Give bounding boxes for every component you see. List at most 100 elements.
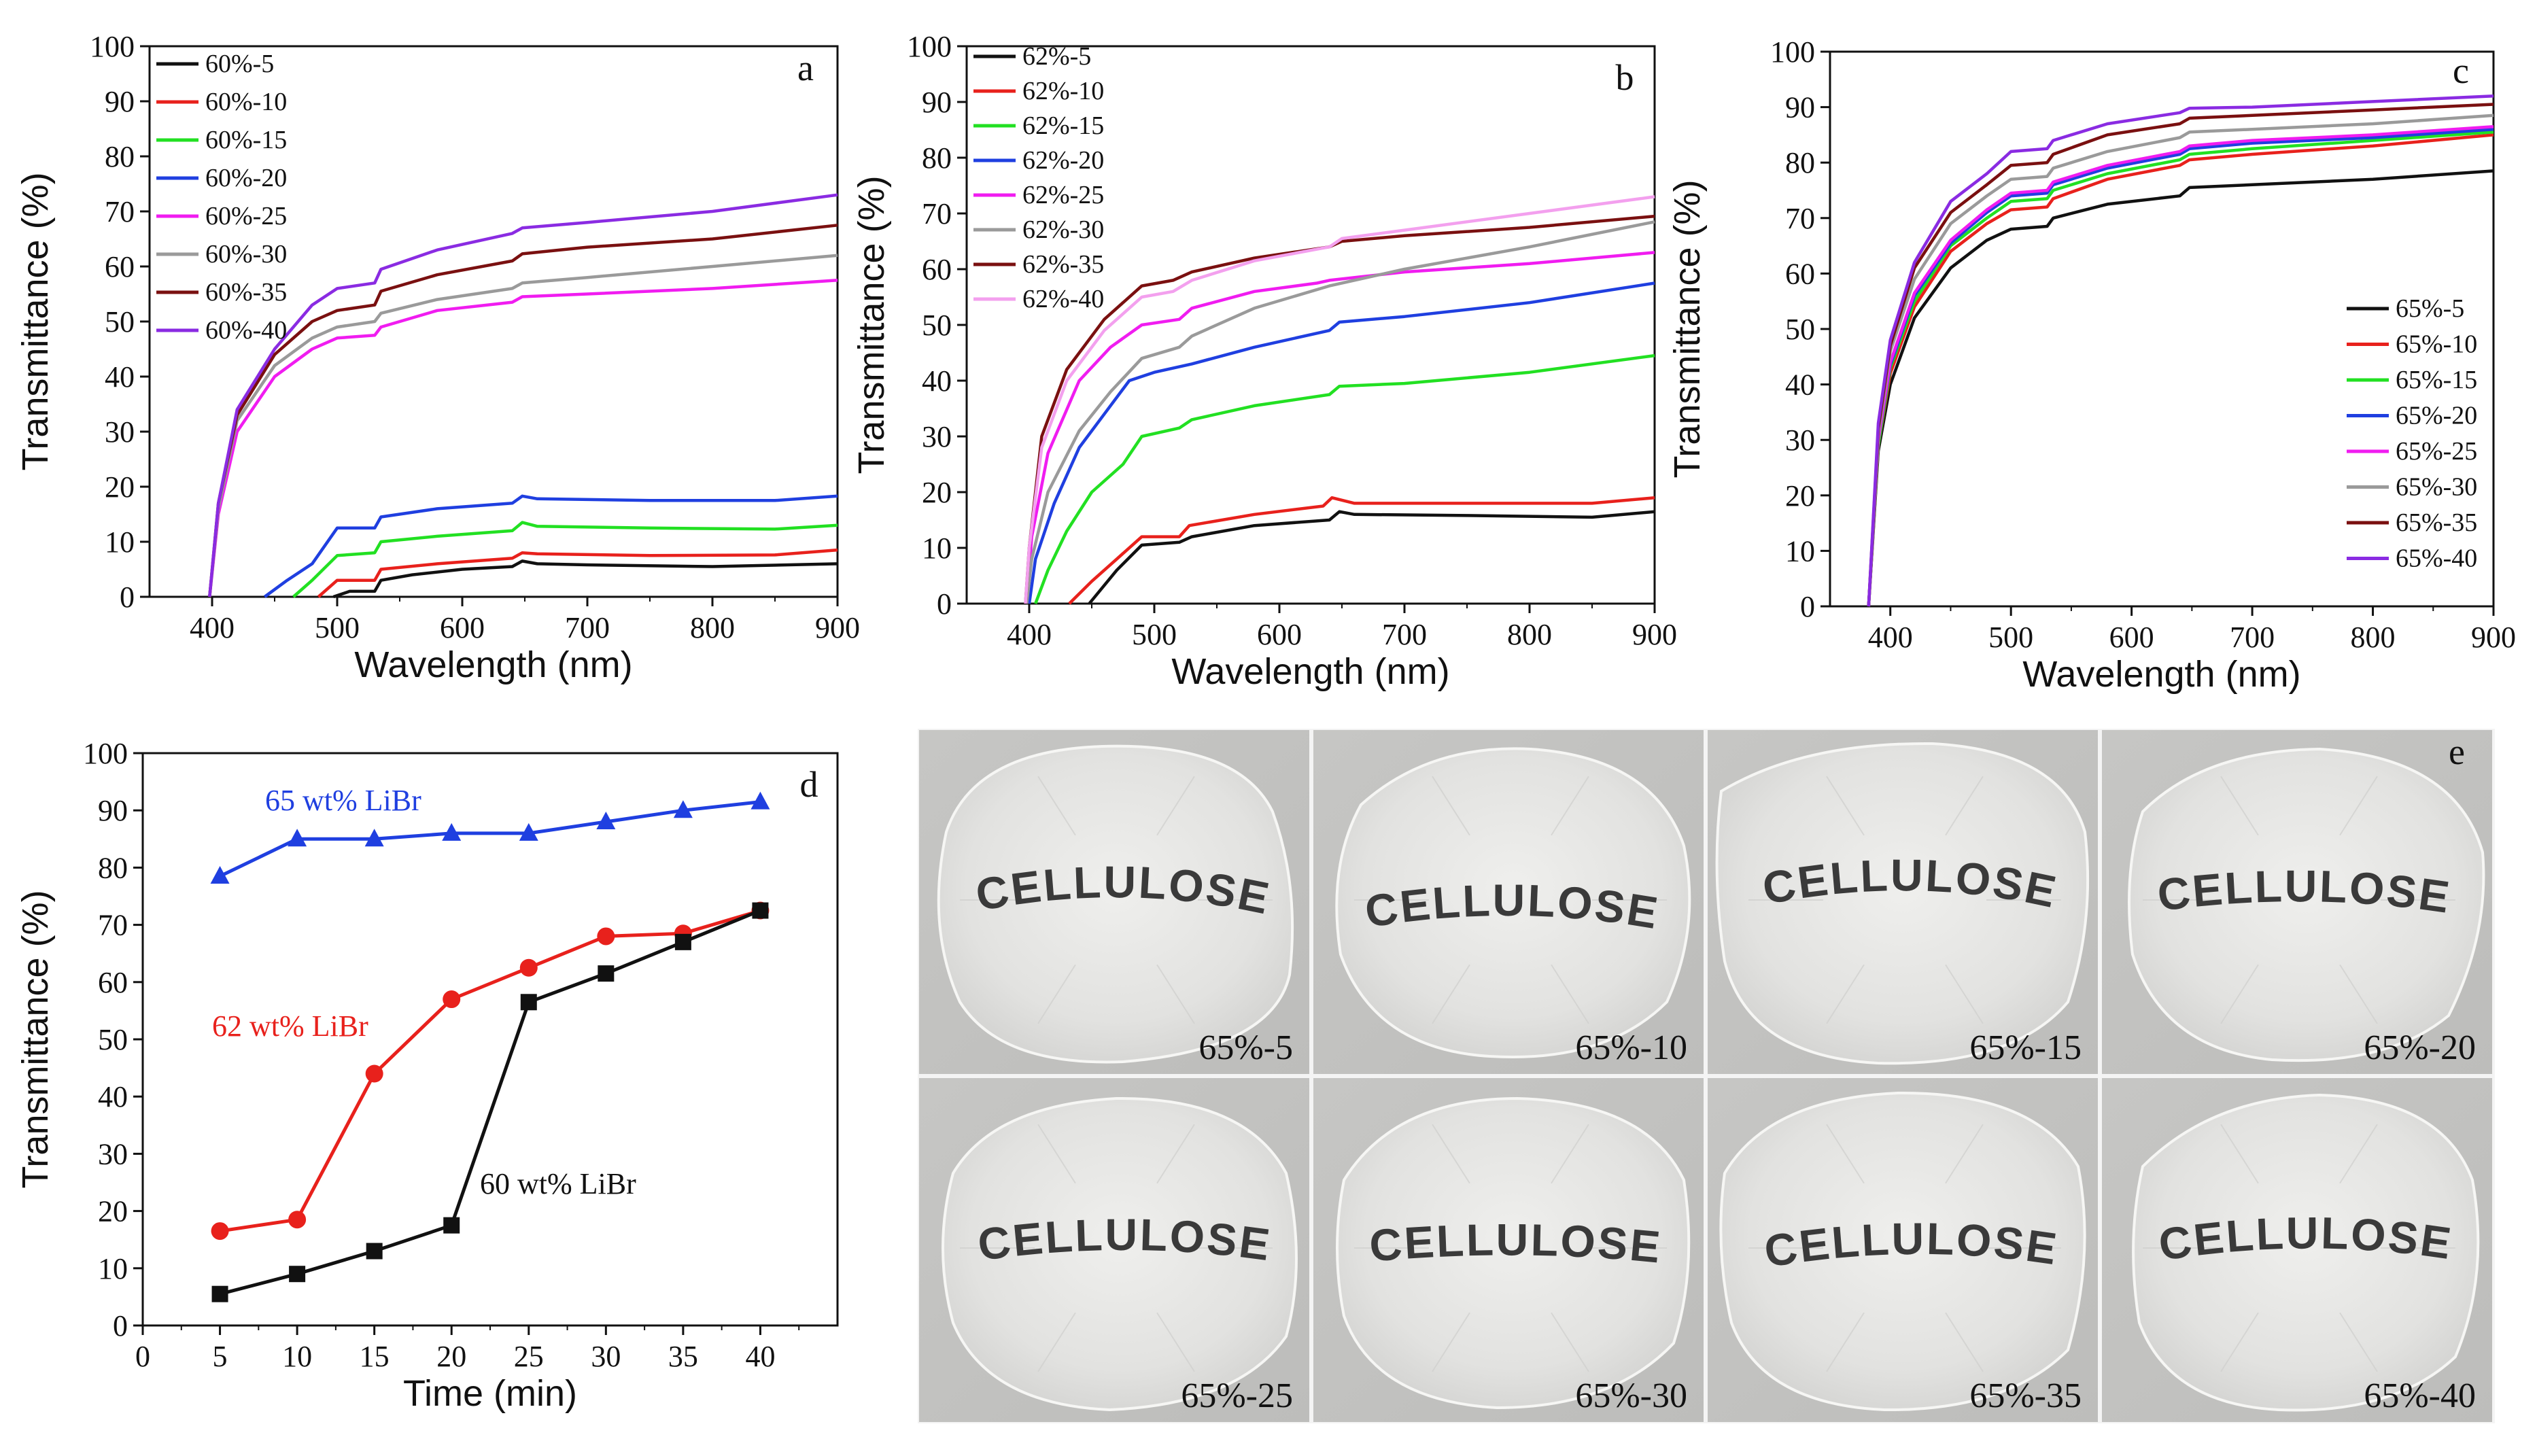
- series-line-60pct-15: [292, 521, 838, 598]
- film-wrinkle: [1037, 1312, 1076, 1372]
- legend-label: 62%-20: [1022, 146, 1104, 175]
- photo-cell: CELLULOSE 65%-30: [1313, 1078, 1704, 1422]
- legend-label: 62%-10: [1022, 77, 1104, 105]
- y-tick-label: 70: [922, 197, 952, 230]
- film-wrinkle: [1156, 1124, 1195, 1184]
- x-tick-label: 35: [668, 1340, 698, 1373]
- data-point: [673, 800, 693, 818]
- data-point: [598, 965, 615, 982]
- cellulose-film: [1715, 742, 2090, 1065]
- cellulose-text-path: CELLULOSE: [1368, 1214, 1663, 1272]
- photo-cell-label: 65%-15: [1969, 1028, 2082, 1067]
- series-line-60pct-35: [208, 224, 838, 597]
- series-line-65pct-30: [1867, 114, 2494, 607]
- y-tick-label: 30: [922, 420, 952, 453]
- y-tick-label: 100: [83, 737, 128, 770]
- y-tick-label: 0: [1800, 590, 1815, 623]
- y-tick-label: 10: [1785, 534, 1815, 568]
- y-tick-label: 100: [907, 30, 952, 63]
- film-wrinkle: [1432, 964, 1470, 1024]
- film-wrinkle: [2339, 776, 2378, 836]
- film-wrinkle: [1432, 776, 1470, 836]
- data-point: [210, 866, 230, 884]
- x-tick-label: 600: [440, 611, 485, 644]
- y-tick-label: 20: [98, 1195, 128, 1228]
- film-wrinkle: [1826, 776, 1865, 836]
- data-point: [674, 933, 691, 950]
- film-wrinkle: [1551, 1124, 1589, 1184]
- y-tick-label: 30: [1785, 423, 1815, 457]
- y-axis-title: Transmittance (%): [15, 890, 56, 1188]
- film-wrinkle: [1945, 1312, 1984, 1372]
- x-tick-label: 5: [213, 1340, 228, 1373]
- film-wrinkle: [2220, 776, 2259, 836]
- legend-label: 65%-15: [2396, 366, 2477, 394]
- series-line-65pct-40: [1867, 94, 2494, 607]
- film-wrinkle: [1945, 964, 1984, 1024]
- film-wrinkle: [1945, 1124, 1984, 1184]
- x-tick-label: 900: [1632, 618, 1677, 651]
- cellulose-film: [2128, 747, 2485, 1062]
- cellulose-film: [942, 1096, 1298, 1412]
- y-tick-label: 60: [1785, 257, 1815, 290]
- series-line-60pct-10: [317, 548, 838, 598]
- y-tick-label: 50: [922, 309, 952, 342]
- data-point: [597, 927, 615, 946]
- x-tick-label: 700: [1382, 618, 1427, 651]
- y-tick-label: 20: [922, 476, 952, 509]
- y-tick-label: 50: [105, 305, 135, 339]
- legend-label: 65%-35: [2396, 508, 2477, 537]
- y-tick-label: 90: [922, 86, 952, 119]
- film-wrinkle: [1826, 964, 1865, 1024]
- legend-label: 60%-15: [205, 126, 287, 154]
- y-tick-label: 0: [937, 587, 952, 621]
- series-line-62pct-15: [1034, 353, 1655, 604]
- panel-d-transmittance-vs-time: 0 10 20 30 40 50 60 70 80 90 100 0 5 10 15 20 25 30 35 40 Ti…: [15, 737, 839, 1414]
- series-line-60pct-30: [208, 254, 838, 597]
- x-axis-title: Wavelength (nm): [2022, 654, 2300, 695]
- y-tick-label: 40: [98, 1080, 128, 1113]
- x-tick-label: 400: [190, 611, 235, 644]
- series-line-60pct-40: [208, 193, 838, 597]
- legend-label: 60%-25: [205, 202, 287, 230]
- film-wrinkle: [1156, 1312, 1195, 1372]
- y-tick-label: 60: [98, 966, 128, 999]
- panel-c-transmittance-65: 0 10 20 30 40 50 60 70 80 90 100 400 500 600 700 800 900…: [1667, 35, 2516, 695]
- cellulose-film: [2132, 1093, 2480, 1412]
- cellulose-text: CELLULOSE: [1368, 1214, 1665, 1272]
- film-wrinkle: [1551, 1312, 1589, 1372]
- film-wrinkle: [1037, 964, 1076, 1024]
- y-tick-label: 40: [1785, 368, 1815, 402]
- panel-e-photo-grid: CELLULOSE65%-5CELLULOSE65%-10CELLULOSE65…: [918, 729, 2495, 1423]
- y-tick-label: 10: [922, 532, 952, 565]
- cellulose-film: [1719, 1091, 2086, 1412]
- legend-label: 65%-10: [2396, 330, 2477, 359]
- data-point: [289, 1266, 306, 1283]
- series-line-62pct-5: [1088, 510, 1655, 605]
- legend-label: 62%-35: [1022, 250, 1104, 279]
- x-tick-label: 600: [1257, 618, 1302, 651]
- panel-letter: c: [2453, 50, 2469, 91]
- legend-label: 65%-25: [2396, 437, 2477, 466]
- y-tick-label: 30: [105, 415, 135, 449]
- data-point: [752, 902, 769, 919]
- legend-label: 62%-30: [1022, 215, 1104, 244]
- data-point: [211, 1222, 229, 1241]
- data-point: [750, 791, 770, 810]
- film-wrinkle: [2220, 1312, 2259, 1372]
- x-tick-label: 500: [315, 611, 360, 644]
- y-tick-label: 40: [105, 360, 135, 394]
- x-tick-label: 0: [135, 1340, 150, 1373]
- legend-label: 65%-30: [2396, 473, 2477, 502]
- photo-cell-label: 65%-10: [1575, 1028, 1687, 1067]
- series-line-65pct-35: [1867, 103, 2494, 607]
- x-tick-label: 10: [282, 1340, 312, 1373]
- film-wrinkle: [2339, 964, 2378, 1024]
- data-point: [288, 1211, 307, 1229]
- legend-label: 62%-25: [1022, 181, 1104, 209]
- film-wrinkle: [1432, 1312, 1470, 1372]
